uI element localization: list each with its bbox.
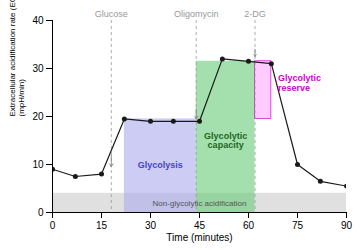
svg-text:30: 30 — [145, 220, 157, 231]
svg-text:0: 0 — [38, 207, 44, 218]
svg-text:20: 20 — [32, 111, 44, 122]
svg-text:Glycolyticcapacity: Glycolyticcapacity — [204, 131, 247, 150]
svg-text:2-DG: 2-DG — [244, 9, 266, 19]
svg-text:Glucose: Glucose — [95, 9, 128, 19]
svg-text:Glycolysis: Glycolysis — [138, 160, 183, 170]
svg-text:10: 10 — [32, 159, 44, 170]
svg-text:30: 30 — [32, 63, 44, 74]
svg-text:40: 40 — [32, 15, 44, 26]
svg-text:75: 75 — [292, 220, 304, 231]
svg-text:Extracellular acidification ra: Extracellular acidification rate (ECAR)(… — [8, 0, 26, 117]
svg-text:0: 0 — [50, 220, 56, 231]
svg-text:Time (minutes): Time (minutes) — [166, 232, 232, 243]
svg-text:Glycolyticreserve: Glycolyticreserve — [278, 73, 321, 92]
svg-text:Non-glycolytic acidification: Non-glycolytic acidification — [153, 199, 247, 208]
svg-text:15: 15 — [96, 220, 108, 231]
svg-text:90: 90 — [341, 220, 353, 231]
svg-text:45: 45 — [194, 220, 206, 231]
svg-text:Oligomycin: Oligomycin — [174, 9, 219, 19]
svg-text:60: 60 — [243, 220, 255, 231]
